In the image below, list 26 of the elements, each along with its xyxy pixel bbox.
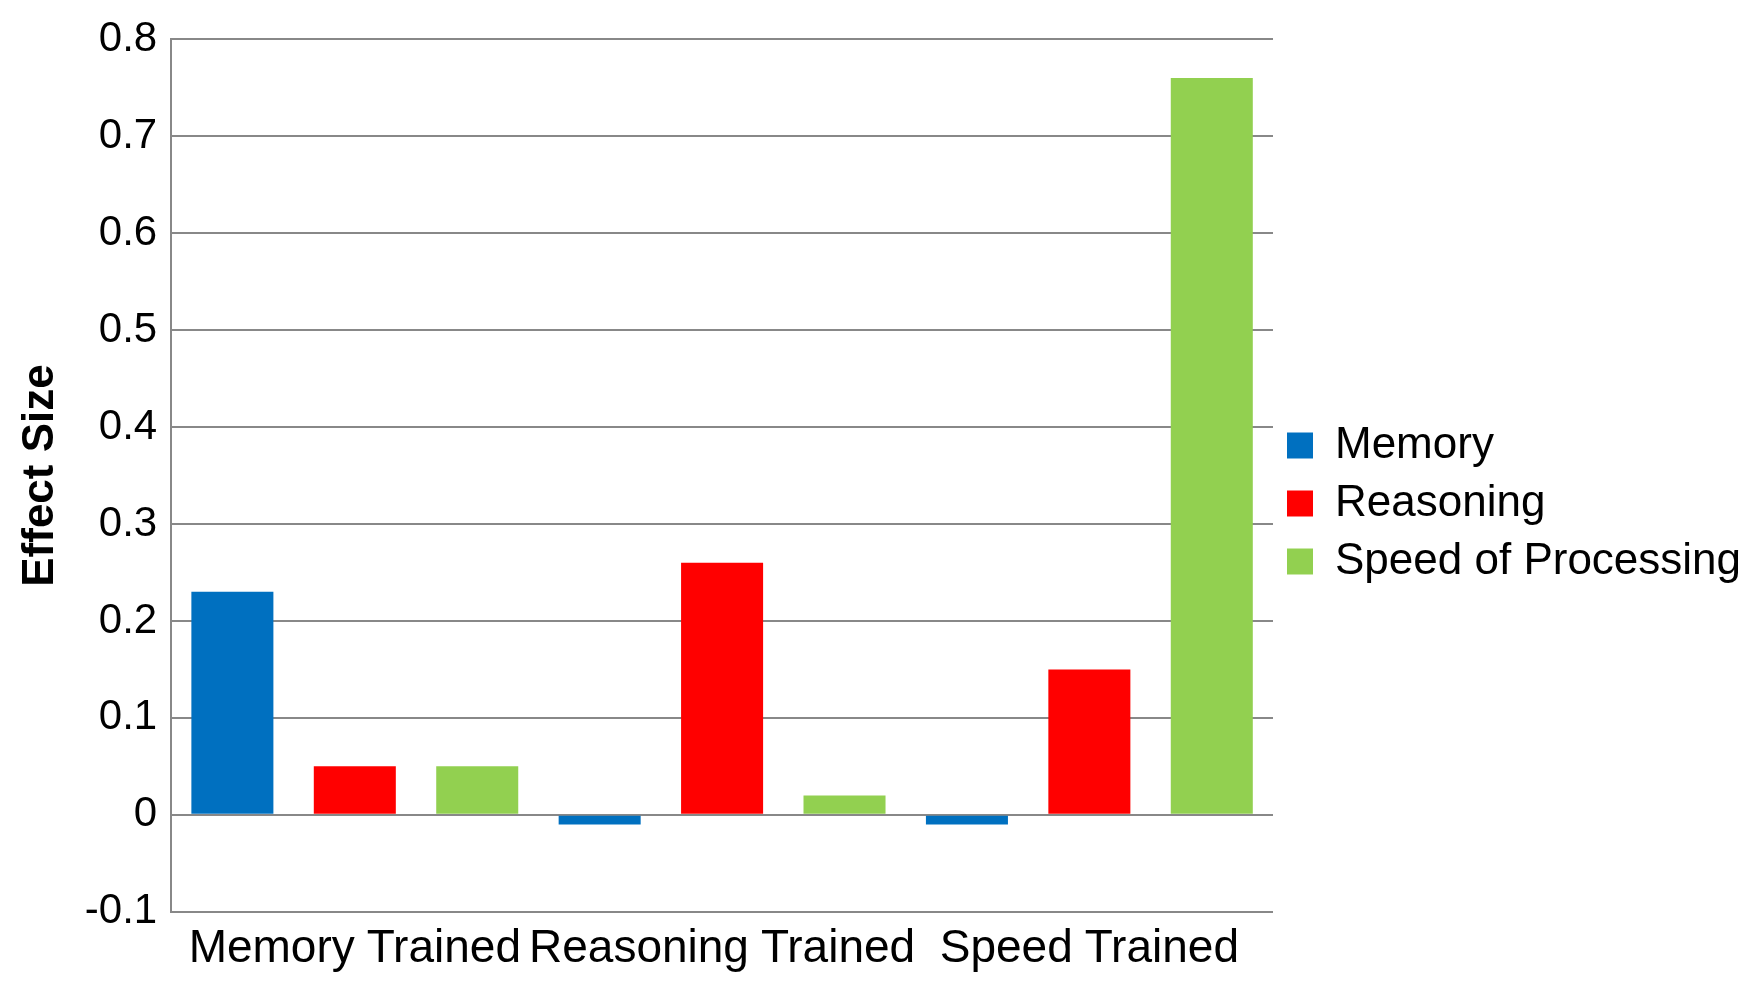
- bar: [1048, 669, 1131, 814]
- y-tick-label: 0.2: [98, 594, 158, 642]
- legend-label: Reasoning: [1335, 475, 1546, 525]
- bar: [925, 815, 1008, 825]
- y-tick-label: 0: [133, 788, 158, 836]
- legend-label: Speed of Processing: [1335, 533, 1742, 583]
- y-tick-label: 0.8: [98, 12, 158, 60]
- x-tick-label: Memory Trained: [188, 920, 521, 973]
- x-tick-label: Speed Trained: [939, 920, 1239, 973]
- y-tick-label: 0.5: [98, 303, 158, 351]
- y-axis-title: Effect Size: [12, 364, 62, 587]
- y-tick-label: 0.3: [98, 497, 158, 545]
- bar: [1170, 77, 1253, 814]
- bar: [803, 795, 886, 814]
- y-tick-label: 0.6: [98, 206, 158, 254]
- bar: [436, 766, 519, 814]
- x-tick-label: Reasoning Trained: [529, 920, 916, 973]
- bar: [191, 591, 274, 814]
- bar: [313, 766, 396, 814]
- bar: [681, 562, 764, 814]
- y-tick-label: 0.4: [98, 400, 158, 448]
- y-tick-label: 0.7: [98, 109, 158, 157]
- y-tick-label: 0.1: [98, 691, 158, 739]
- legend-label: Memory: [1335, 417, 1494, 467]
- bar: [558, 815, 641, 825]
- y-tick-label: -0.1: [84, 885, 158, 933]
